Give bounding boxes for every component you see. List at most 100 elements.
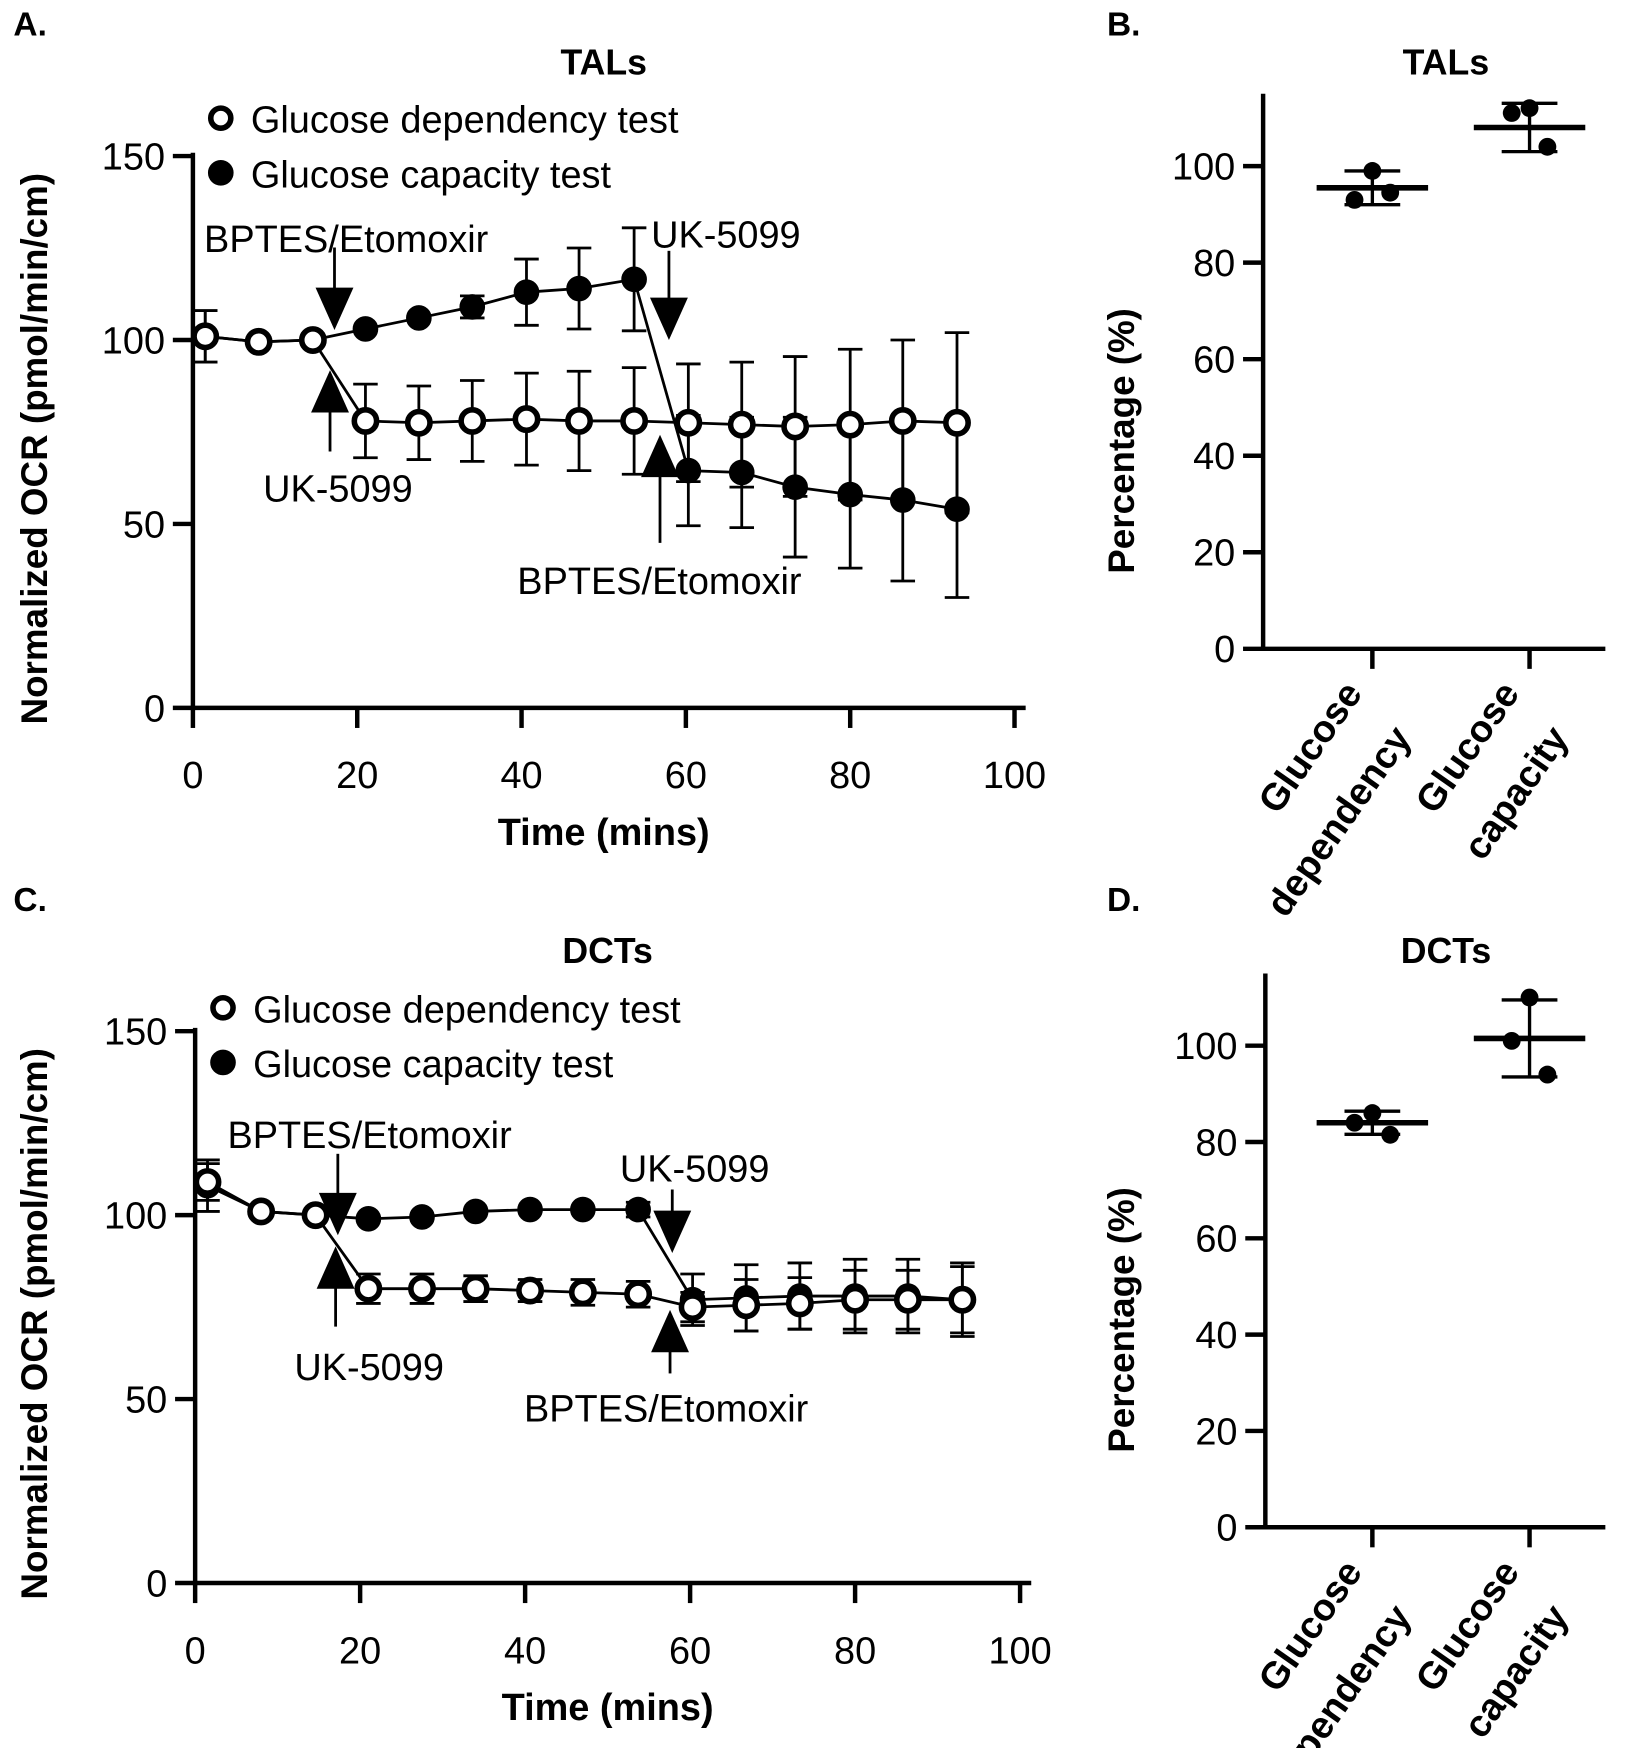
x-tick-label: 100 (983, 755, 1046, 797)
data-point-filled (625, 1196, 651, 1223)
data-point-open (727, 410, 756, 439)
x-tick-label: 0 (182, 755, 203, 797)
chart-title: TALs (560, 43, 647, 83)
data-point (1345, 1113, 1364, 1132)
data-point-filled (355, 1205, 382, 1232)
legend-label: Glucose capacity test (253, 1044, 614, 1086)
data-point-open (943, 408, 971, 437)
y-tick-label: 100 (1172, 146, 1235, 188)
data-point (1345, 190, 1364, 209)
y-axis-label: Normalized OCR (pmol/min/cm) (14, 173, 55, 725)
panel-label: A. (13, 7, 46, 44)
x-tick-label: 40 (500, 755, 542, 797)
y-axis-label: Percentage (%) (1101, 1187, 1142, 1453)
data-point-open (298, 326, 327, 354)
data-point-filled (462, 1198, 489, 1225)
legend-marker-filled (207, 159, 234, 186)
data-point-open (512, 405, 541, 434)
injection-arrow-head (316, 1246, 355, 1289)
x-axis-label: Time (mins) (498, 812, 710, 854)
data-point-open (247, 1197, 276, 1226)
data-point-open (516, 1276, 545, 1305)
chart-title: DCTs (1401, 931, 1491, 971)
y-tick-label: 100 (1174, 1026, 1237, 1068)
annotation-label: BPTES/Etomoxir (517, 561, 801, 603)
legend-label: Glucose dependency test (253, 989, 681, 1031)
data-point-open (458, 407, 487, 435)
legend-marker-filled (210, 1049, 236, 1076)
y-tick-label: 50 (125, 1379, 167, 1421)
injection-arrow-head (311, 370, 349, 413)
data-point-open (888, 407, 917, 435)
y-axis-label: Normalized OCR (pmol/min/cm) (14, 1048, 55, 1600)
data-point (1363, 162, 1382, 180)
data-point-filled (513, 279, 540, 306)
data-point (1538, 137, 1557, 156)
data-point (1520, 99, 1539, 118)
injection-arrow-head (315, 287, 354, 330)
data-point-filled (566, 275, 592, 302)
chart-title: DCTs (562, 931, 652, 971)
panel-label: B. (1107, 7, 1140, 44)
x-tick-label: 80 (829, 755, 871, 797)
y-tick-label: 20 (1193, 533, 1235, 575)
data-point-open (404, 408, 433, 437)
data-point-filled (621, 266, 647, 293)
data-point-open (624, 1280, 653, 1309)
data-point-open (244, 327, 273, 356)
data-point-open (732, 1291, 761, 1320)
data-point-open (785, 1289, 814, 1318)
injection-arrow-head (651, 1309, 689, 1353)
data-point-open (301, 1201, 330, 1230)
data-point-open (193, 1168, 222, 1196)
x-tick-label: 20 (339, 1630, 381, 1672)
injection-arrow-head (649, 297, 688, 341)
data-point (1381, 1125, 1400, 1144)
chart-title: TALs (1403, 43, 1490, 83)
data-point-open (893, 1285, 922, 1314)
injection-arrow-head (653, 1210, 692, 1254)
x-tick-label: 40 (504, 1630, 546, 1672)
y-tick-label: 80 (1193, 243, 1235, 285)
data-point (1520, 988, 1539, 1007)
data-point-open (836, 410, 865, 439)
legend-label: Glucose capacity test (251, 154, 612, 196)
annotation-label: UK-5099 (620, 1149, 770, 1191)
data-point-filled (570, 1196, 596, 1223)
annotation-label: UK-5099 (651, 214, 801, 256)
data-point-filled (352, 316, 379, 342)
data-point-open (565, 407, 593, 435)
y-axis-label: Percentage (%) (1101, 308, 1142, 574)
data-point-open (948, 1285, 977, 1314)
annotation-label: UK-5099 (294, 1347, 444, 1389)
y-tick-label: 60 (1193, 340, 1235, 382)
y-tick-label: 80 (1195, 1122, 1237, 1164)
data-point-open (674, 408, 703, 437)
data-point (1381, 183, 1400, 202)
y-tick-label: 40 (1195, 1315, 1237, 1357)
legend-label: Glucose dependency test (251, 100, 679, 142)
legend-marker-open (207, 105, 234, 131)
data-point (1502, 1031, 1521, 1050)
data-point (1538, 1065, 1557, 1084)
x-tick-label: 20 (336, 755, 378, 797)
y-tick-label: 60 (1195, 1219, 1237, 1261)
data-point-open (678, 1293, 707, 1322)
annotation-label: BPTES/Etomoxir (227, 1115, 511, 1157)
data-point (1363, 1104, 1382, 1123)
y-tick-label: 0 (1216, 1508, 1237, 1550)
panel-label: C. (13, 882, 46, 919)
y-tick-label: 0 (144, 688, 165, 730)
injection-arrow-head (318, 1192, 357, 1236)
y-tick-label: 150 (104, 1012, 167, 1054)
data-point-filled (459, 294, 486, 320)
data-point-filled (409, 1204, 435, 1230)
y-tick-label: 0 (1214, 629, 1235, 671)
y-tick-label: 100 (102, 320, 165, 362)
data-point-filled (517, 1196, 543, 1223)
data-point-open (781, 412, 810, 441)
data-point-filled (406, 305, 432, 331)
y-tick-label: 20 (1195, 1411, 1237, 1453)
data-point-open (568, 1278, 597, 1307)
